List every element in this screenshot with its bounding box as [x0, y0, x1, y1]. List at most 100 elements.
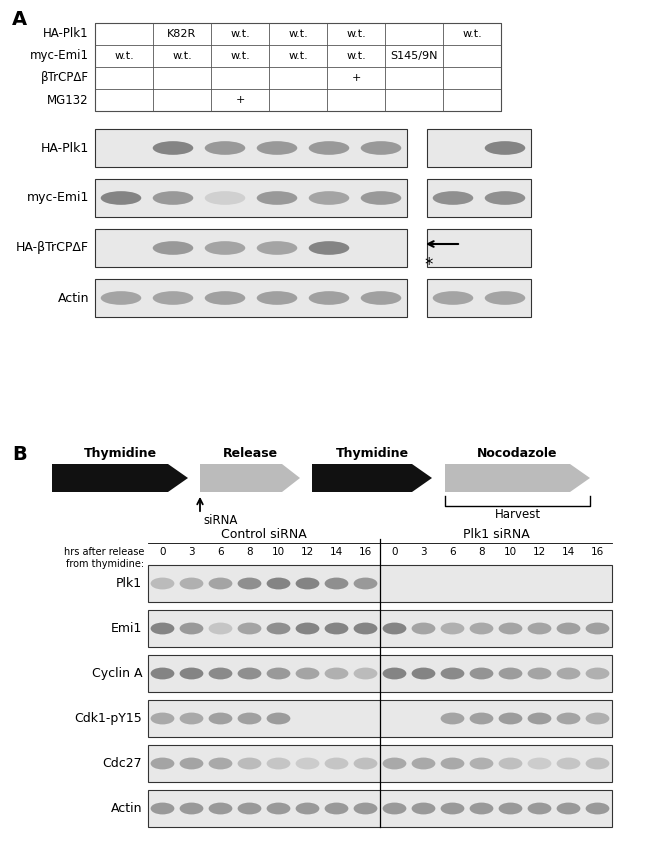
Ellipse shape — [383, 668, 406, 679]
Ellipse shape — [586, 758, 610, 770]
Ellipse shape — [441, 713, 464, 724]
Text: Release: Release — [222, 447, 278, 460]
Ellipse shape — [179, 577, 203, 589]
Bar — [427, 279, 531, 317]
Text: hrs after release
from thymidine:: hrs after release from thymidine: — [64, 547, 144, 569]
Ellipse shape — [179, 713, 203, 724]
Ellipse shape — [205, 142, 245, 154]
Text: 8 hours: 8 hours — [225, 471, 275, 484]
Ellipse shape — [528, 668, 551, 679]
Text: HA-Plk1: HA-Plk1 — [41, 142, 89, 154]
Text: 12: 12 — [301, 547, 314, 557]
Ellipse shape — [354, 622, 378, 634]
Ellipse shape — [205, 291, 245, 305]
Text: Plk1 siRNA: Plk1 siRNA — [463, 528, 529, 541]
Ellipse shape — [411, 758, 436, 770]
Text: +: + — [235, 95, 244, 105]
Text: 20 hours: 20 hours — [91, 471, 149, 484]
Text: 16: 16 — [359, 547, 372, 557]
Ellipse shape — [266, 713, 291, 724]
Text: w.t.: w.t. — [172, 51, 192, 61]
Bar — [427, 179, 531, 217]
Ellipse shape — [499, 758, 523, 770]
Ellipse shape — [151, 622, 174, 634]
Text: 16 hours: 16 hours — [343, 471, 401, 484]
Ellipse shape — [586, 668, 610, 679]
Text: w.t.: w.t. — [346, 51, 366, 61]
Ellipse shape — [296, 758, 319, 770]
Ellipse shape — [411, 622, 436, 634]
Ellipse shape — [153, 291, 193, 305]
Ellipse shape — [209, 803, 233, 815]
Text: 8: 8 — [246, 547, 253, 557]
Ellipse shape — [499, 803, 523, 815]
Ellipse shape — [209, 577, 233, 589]
Text: 14: 14 — [562, 547, 575, 557]
Ellipse shape — [361, 142, 401, 154]
Ellipse shape — [354, 577, 378, 589]
Ellipse shape — [324, 622, 348, 634]
Ellipse shape — [469, 668, 493, 679]
Text: Control siRNA: Control siRNA — [221, 528, 307, 541]
Text: B: B — [12, 445, 27, 464]
Text: w.t.: w.t. — [288, 51, 308, 61]
Ellipse shape — [441, 803, 464, 815]
Ellipse shape — [469, 758, 493, 770]
Ellipse shape — [266, 803, 291, 815]
Ellipse shape — [556, 803, 580, 815]
Text: Nocodazole: Nocodazole — [477, 447, 558, 460]
Bar — [148, 745, 612, 782]
Ellipse shape — [151, 713, 174, 724]
Text: Harvest: Harvest — [495, 508, 541, 521]
Bar — [95, 179, 407, 217]
Text: 0: 0 — [159, 547, 166, 557]
Text: Cyclin A: Cyclin A — [92, 667, 142, 680]
Ellipse shape — [556, 758, 580, 770]
Ellipse shape — [238, 758, 261, 770]
Text: 16: 16 — [591, 547, 604, 557]
Bar — [95, 23, 501, 111]
Ellipse shape — [151, 577, 174, 589]
Text: Actin: Actin — [57, 292, 89, 305]
Text: A: A — [12, 10, 27, 29]
Text: K82R: K82R — [168, 29, 196, 39]
Bar — [148, 610, 612, 647]
Text: 0: 0 — [391, 547, 398, 557]
Ellipse shape — [205, 241, 245, 255]
Ellipse shape — [485, 291, 525, 305]
Ellipse shape — [528, 622, 551, 634]
Ellipse shape — [411, 668, 436, 679]
Ellipse shape — [383, 758, 406, 770]
Text: siRNA: siRNA — [203, 514, 237, 527]
Ellipse shape — [586, 622, 610, 634]
Ellipse shape — [151, 668, 174, 679]
Ellipse shape — [324, 758, 348, 770]
Ellipse shape — [324, 668, 348, 679]
Text: w.t.: w.t. — [230, 51, 250, 61]
Ellipse shape — [257, 241, 297, 255]
Ellipse shape — [441, 668, 464, 679]
FancyArrow shape — [445, 464, 590, 492]
Text: 3: 3 — [188, 547, 195, 557]
Bar — [427, 229, 531, 267]
Ellipse shape — [209, 668, 233, 679]
Ellipse shape — [324, 577, 348, 589]
Ellipse shape — [499, 668, 523, 679]
Ellipse shape — [324, 803, 348, 815]
Ellipse shape — [556, 622, 580, 634]
Ellipse shape — [556, 713, 580, 724]
Ellipse shape — [153, 241, 193, 255]
Text: w.t.: w.t. — [462, 29, 482, 39]
Ellipse shape — [354, 803, 378, 815]
Ellipse shape — [257, 142, 297, 154]
Text: βTrCPΔF: βTrCPΔF — [41, 72, 89, 85]
FancyArrow shape — [200, 464, 300, 492]
Text: 14: 14 — [330, 547, 343, 557]
Ellipse shape — [485, 142, 525, 154]
Ellipse shape — [153, 192, 193, 205]
Text: S145/9N: S145/9N — [390, 51, 437, 61]
Ellipse shape — [433, 192, 473, 205]
Text: *: * — [424, 256, 432, 274]
Ellipse shape — [309, 241, 349, 255]
Text: Thymidine: Thymidine — [335, 447, 409, 460]
